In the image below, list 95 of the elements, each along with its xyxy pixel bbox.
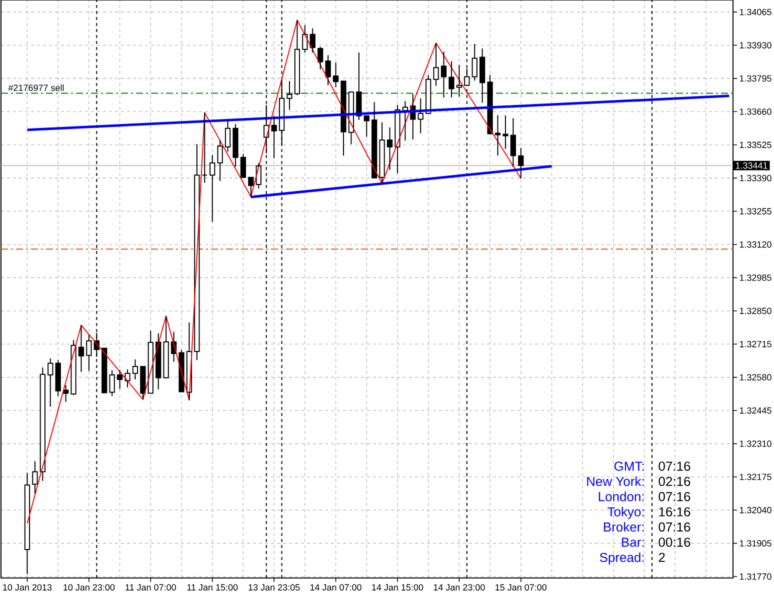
y-tick-label: 1.32040 (740, 506, 772, 514)
y-tick-label: 1.32445 (740, 407, 772, 414)
candlestick (163, 316, 169, 378)
x-tick-label: 11 Jan 15:00 (187, 584, 238, 591)
candlestick (286, 80, 292, 110)
candlestick (502, 114, 508, 150)
y-tick-label: 1.33660 (740, 108, 772, 115)
y-tick-label: 1.32580 (740, 374, 772, 380)
candlestick (132, 358, 138, 380)
y-tick-label: 1.33120 (740, 241, 772, 248)
candlestick (55, 360, 61, 396)
candlestick (418, 98, 424, 134)
y-tick-label: 1.32310 (740, 440, 772, 447)
y-tick-label: 1.33255 (740, 208, 772, 214)
y-tick-label: 1.34065 (740, 8, 772, 16)
x-tick-label: 14 Jan 07:00 (310, 584, 362, 591)
candlestick (310, 28, 316, 54)
candlestick (109, 370, 115, 396)
x-tick-label: 14 Jan 15:00 (372, 584, 424, 591)
annotation: 16:16 (659, 507, 690, 516)
candlestick (40, 366, 46, 482)
candlestick (448, 60, 454, 98)
x-tick-label: 13 Jan 23:05 (248, 584, 300, 591)
candlestick (480, 48, 486, 104)
candlestick (116, 370, 123, 390)
candlestick (294, 20, 300, 96)
candlestick (494, 114, 501, 156)
candlestick (248, 176, 254, 198)
candlestick (325, 54, 331, 86)
annotation: Broker: (604, 522, 644, 532)
y-tick-label: 1.31905 (740, 540, 772, 547)
candlestick (487, 74, 493, 134)
annotation: 2 (658, 552, 665, 562)
candlestick (302, 24, 308, 54)
candlestick (456, 64, 462, 98)
candlestick (318, 46, 324, 70)
candlestick (140, 366, 146, 400)
candlestick (379, 122, 385, 184)
candlestick (86, 334, 92, 372)
y-tick-label: 1.32850 (740, 308, 772, 314)
x-tick-label: 11 Jan 07:00 (126, 584, 176, 591)
y-tick-label: 1.32715 (740, 340, 772, 348)
candlestick (24, 472, 30, 575)
candlestick (224, 118, 231, 152)
candlestick (240, 153, 246, 178)
candlestick (178, 349, 184, 392)
candlestick (202, 112, 208, 184)
ref-line-label: #2176977 sell (8, 84, 64, 92)
annotation: 02:16 (658, 476, 690, 486)
candlestick (70, 340, 76, 396)
candlestick (510, 118, 516, 168)
candlestick (440, 51, 447, 98)
y-tick-label: 1.33930 (740, 42, 772, 48)
candlestick (232, 123, 238, 168)
candlestick (271, 115, 277, 159)
y-tick-label: 1.31770 (740, 573, 772, 580)
candlestick (518, 147, 524, 179)
candlestick (124, 368, 130, 388)
annotation: Tokyo: (608, 506, 644, 519)
annotation: New York: (587, 476, 644, 486)
candlestick (332, 62, 339, 88)
candlestick (48, 358, 54, 408)
candlestick (78, 324, 84, 372)
candlestick (426, 74, 432, 114)
candlestick (32, 460, 38, 494)
annotation: 07:16 (658, 492, 690, 502)
y-tick-label: 1.33390 (740, 174, 772, 182)
x-tick-label: 15 Jan 07:00 (496, 584, 547, 591)
y-tick-label: 1.33525 (740, 142, 772, 148)
candlestick (62, 384, 69, 402)
candlestick (156, 332, 162, 390)
x-tick-label: 14 Jan 23:00 (434, 584, 485, 591)
annotation: 07:16 (658, 522, 690, 532)
candlestick (386, 126, 393, 170)
candlestick (394, 104, 400, 174)
annotation: London: (598, 492, 644, 502)
annotation: GMT: (614, 462, 644, 471)
annotation: 07:16 (658, 462, 690, 471)
candlestick (340, 80, 346, 156)
y-tick-label: 1.32175 (740, 474, 772, 480)
annotation: 00:16 (658, 538, 690, 547)
candlestick (364, 115, 370, 138)
y-tick-label: 1.32985 (740, 274, 772, 281)
candlestick (217, 139, 223, 182)
candlestick (472, 44, 478, 82)
annotation: Bar: (622, 538, 644, 547)
candlestick (210, 154, 216, 222)
y-tick-label: 1.33795 (740, 75, 772, 82)
ref-line-label: 1.33441 (736, 162, 768, 169)
x-tick-label: 10 Jan 23:00 (64, 584, 115, 591)
x-tick-label: 10 Jan 2013 (3, 584, 52, 591)
candlestick (148, 330, 154, 394)
candlestick (433, 42, 439, 86)
annotation: Spread: (600, 552, 644, 565)
candlestick (372, 102, 378, 178)
